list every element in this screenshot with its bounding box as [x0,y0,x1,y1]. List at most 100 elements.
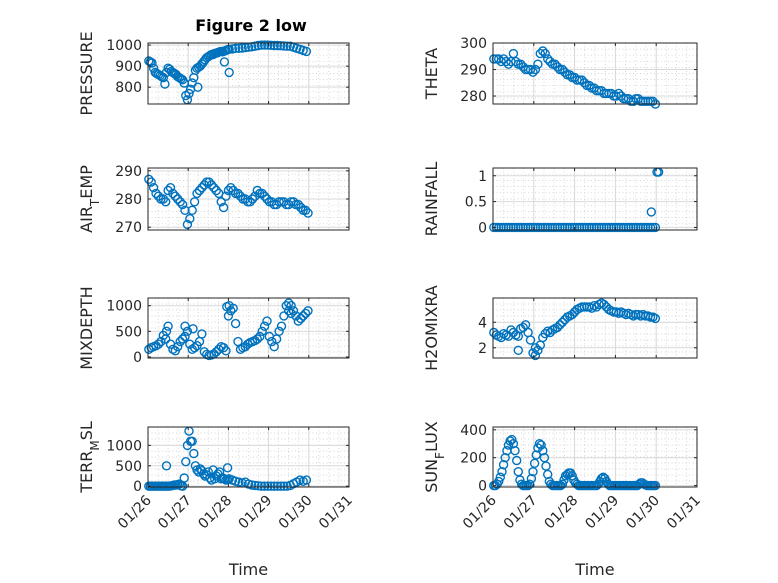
data-series [144,298,313,361]
data-point [279,41,289,51]
data-point [495,472,505,482]
data-point [650,313,661,324]
data-point [267,336,277,347]
data-point [177,334,188,344]
data-point [262,316,272,326]
data-point [156,336,166,347]
data-point [274,326,284,336]
data-point [194,185,205,196]
data-point [175,336,185,347]
data-point [158,194,169,204]
data-point [614,88,624,99]
data-point [596,473,607,484]
data-point [197,329,207,339]
y-tick-label: 2 [478,341,487,357]
data-point [256,481,267,491]
data-point [300,205,311,216]
axes-box [147,426,350,488]
data-point [511,56,521,67]
data-point [503,222,514,233]
data-point [216,197,226,207]
data-point [536,440,546,450]
data-point [560,67,570,77]
data-point [148,182,159,193]
data-point [599,299,609,310]
data-point [197,182,207,193]
data-point [235,344,246,354]
data-point [552,322,563,333]
data-point [188,324,198,334]
data-point [187,205,197,216]
data-point [494,476,504,487]
data-point [646,207,656,217]
data-point [163,185,173,196]
data-point [288,197,299,207]
y-tick-label: 0 [478,479,487,495]
y-tick-label: 1000 [106,299,142,315]
axes-box [492,167,698,231]
data-point [293,316,303,326]
data-point [293,199,303,210]
major-grid [493,298,697,358]
data-point [262,194,272,204]
panel-5: 0 500 1000 MIXDEPTH [77,286,350,370]
data-point [221,191,231,201]
data-point [195,464,206,474]
data-point [540,48,550,59]
y-tick-label: 500 [115,324,142,340]
data-point [230,318,241,329]
data-point [160,197,171,207]
data-point [538,46,548,56]
data-point [184,88,194,99]
tick-marks [147,43,350,104]
data-point [180,331,190,342]
data-series [144,174,313,230]
y-axis-label: PRESSURE [77,31,96,115]
data-point [525,335,536,345]
data-point [507,434,517,445]
y-axis-label: SUNFLUX [422,421,447,493]
data-point [230,43,241,53]
data-point [252,185,262,196]
data-point [284,298,294,308]
data-point [263,481,273,491]
data-point [253,481,263,491]
x-axis-label: Time [228,560,268,579]
data-point [246,480,257,490]
y-tick-label: 800 [115,80,142,96]
data-point [288,306,299,316]
data-point [577,75,587,85]
data-point [557,317,568,327]
data-point [281,301,291,311]
data-point [180,205,190,216]
data-point [650,480,661,491]
data-point [565,222,575,233]
data-point [497,467,507,477]
data-point [193,82,203,92]
y-tick-label: 200 [460,451,487,467]
axes-box [492,297,698,359]
data-point [175,197,185,207]
data-point [193,62,204,72]
data-point [301,475,312,485]
y-tick-label: 290 [115,164,142,180]
data-series [489,298,661,361]
data-point [286,301,296,311]
data-point [240,42,251,53]
data-point [567,309,577,320]
data-point [151,188,161,199]
data-point [219,57,230,67]
data-point [506,325,516,335]
data-point [224,67,234,78]
y-tick-label: 1000 [106,38,142,54]
data-point [530,343,541,353]
y-axis-label: MIXDEPTH [77,286,96,369]
x-axis-label: Time [574,560,614,579]
data-point [533,345,543,355]
panel-1: 800 900 1000 PRESSURE [77,31,350,116]
data-point [579,78,590,88]
data-point [510,446,520,456]
data-point [253,40,263,51]
data-point [203,467,214,477]
y-tick-label: 290 [460,63,487,79]
